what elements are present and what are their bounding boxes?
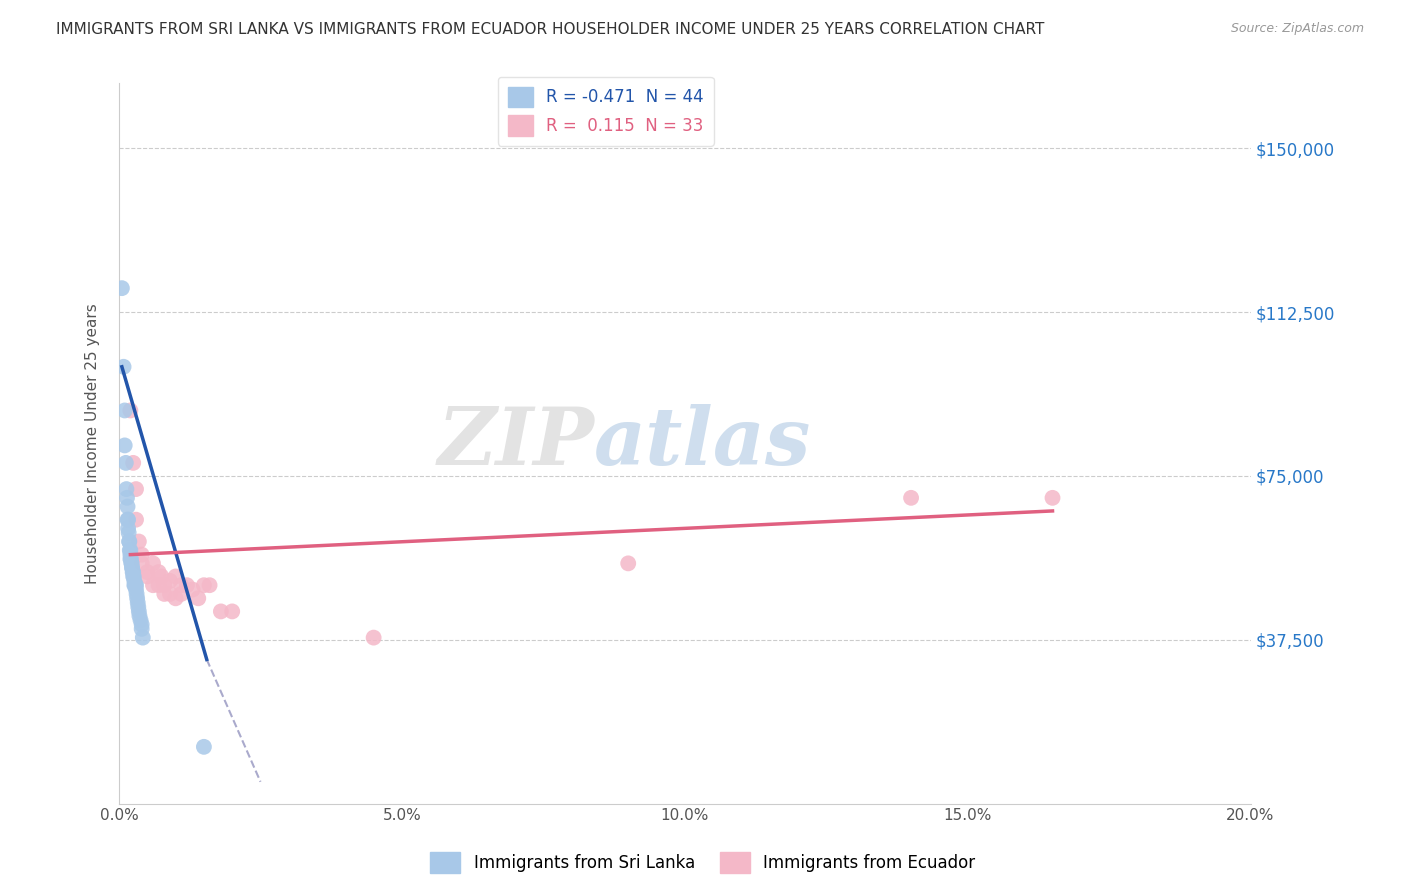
Y-axis label: Householder Income Under 25 years: Householder Income Under 25 years <box>86 303 100 583</box>
Point <box>115 482 138 496</box>
Point <box>120 543 142 558</box>
Point <box>114 438 136 452</box>
Point <box>122 565 145 579</box>
Point <box>127 596 149 610</box>
Point <box>142 557 165 571</box>
Point <box>124 578 146 592</box>
Point <box>112 359 135 374</box>
Point <box>131 622 153 636</box>
Point <box>118 525 141 540</box>
Point <box>170 578 193 592</box>
Point <box>136 565 159 579</box>
Point <box>117 500 139 514</box>
Point <box>111 281 134 295</box>
Point <box>1042 491 1064 505</box>
Point <box>176 578 198 592</box>
Point <box>148 578 170 592</box>
Point <box>193 578 215 592</box>
Point <box>125 582 148 597</box>
Point <box>117 513 139 527</box>
Point <box>165 591 187 606</box>
Point <box>122 456 145 470</box>
Point <box>209 604 232 618</box>
Point <box>121 565 143 579</box>
Text: IMMIGRANTS FROM SRI LANKA VS IMMIGRANTS FROM ECUADOR HOUSEHOLDER INCOME UNDER 25: IMMIGRANTS FROM SRI LANKA VS IMMIGRANTS … <box>56 22 1045 37</box>
Point <box>122 569 145 583</box>
Point <box>165 569 187 583</box>
Point <box>124 578 146 592</box>
Point <box>159 587 181 601</box>
Point <box>118 543 141 558</box>
Point <box>142 578 165 592</box>
Point <box>122 569 145 583</box>
Text: atlas: atlas <box>595 404 811 482</box>
Point <box>121 560 143 574</box>
Point <box>125 587 148 601</box>
Point <box>131 617 153 632</box>
Legend: Immigrants from Sri Lanka, Immigrants from Ecuador: Immigrants from Sri Lanka, Immigrants fr… <box>423 846 983 880</box>
Point <box>118 534 141 549</box>
Point <box>121 557 143 571</box>
Point <box>363 631 385 645</box>
Point <box>193 739 215 754</box>
Text: ZIP: ZIP <box>437 404 595 482</box>
Point <box>900 491 922 505</box>
Point <box>221 604 243 618</box>
Point <box>153 578 176 592</box>
Point <box>125 578 148 592</box>
Point <box>128 608 150 623</box>
Point <box>121 560 143 574</box>
Point <box>115 491 138 505</box>
Point <box>120 552 142 566</box>
Point <box>124 574 146 588</box>
Point <box>131 557 153 571</box>
Point <box>128 604 150 618</box>
Point <box>153 587 176 601</box>
Point <box>118 534 141 549</box>
Point <box>115 456 138 470</box>
Point <box>114 403 136 417</box>
Point <box>125 513 148 527</box>
Point <box>136 569 159 583</box>
Point <box>127 591 149 606</box>
Point <box>617 557 640 571</box>
Point <box>159 574 181 588</box>
Point <box>127 600 149 615</box>
Point <box>120 552 142 566</box>
Point <box>121 557 143 571</box>
Point <box>120 548 142 562</box>
Point <box>181 582 204 597</box>
Point <box>148 565 170 579</box>
Text: Source: ZipAtlas.com: Source: ZipAtlas.com <box>1230 22 1364 36</box>
Point <box>128 534 150 549</box>
Legend: R = -0.471  N = 44, R =  0.115  N = 33: R = -0.471 N = 44, R = 0.115 N = 33 <box>498 77 714 145</box>
Point <box>120 403 142 417</box>
Point <box>132 631 155 645</box>
Point <box>125 482 148 496</box>
Point <box>170 587 193 601</box>
Point <box>150 569 173 583</box>
Point <box>117 521 139 535</box>
Point <box>187 591 209 606</box>
Point <box>129 613 152 627</box>
Point <box>117 513 139 527</box>
Point <box>198 578 221 592</box>
Point <box>124 578 146 592</box>
Point <box>131 548 153 562</box>
